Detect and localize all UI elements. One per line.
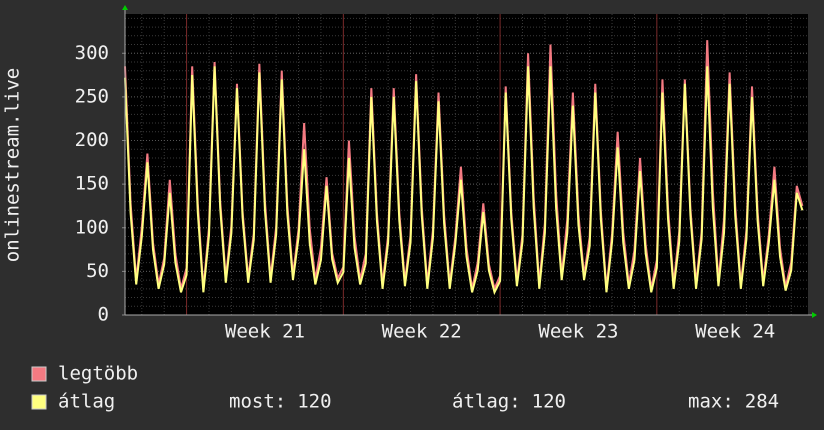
legend-label: átlag [58, 391, 115, 413]
y-tick-label: 200 [75, 129, 109, 151]
series-line [124, 66, 804, 296]
x-tick-label: Week 24 [695, 321, 775, 343]
x-tick-label: Week 23 [538, 321, 618, 343]
y-tick-label: 300 [75, 42, 109, 64]
y-tick-label: 100 [75, 216, 109, 238]
legend-swatch [31, 366, 47, 382]
y-tick-label: 250 [75, 85, 109, 107]
y-tick-label: 0 [98, 304, 109, 326]
y-axis-label: onlinestream.live [2, 68, 24, 262]
y-axis-arrow [122, 5, 128, 10]
y-tick-label: 50 [86, 260, 109, 282]
stat-label: max: [688, 391, 734, 413]
y-tick-label: 150 [75, 173, 109, 195]
x-tick-label: Week 22 [382, 321, 462, 343]
stat-value: 284 [745, 391, 779, 413]
x-tick-label: Week 21 [225, 321, 305, 343]
stat-label: most: [229, 391, 286, 413]
stat-label: átlag: [452, 391, 521, 413]
stat-value: 120 [297, 391, 331, 413]
stat-value: 120 [532, 391, 566, 413]
legend-swatch [31, 394, 47, 410]
x-axis-arrow [812, 312, 817, 318]
legend-label: legtöbb [58, 363, 138, 385]
